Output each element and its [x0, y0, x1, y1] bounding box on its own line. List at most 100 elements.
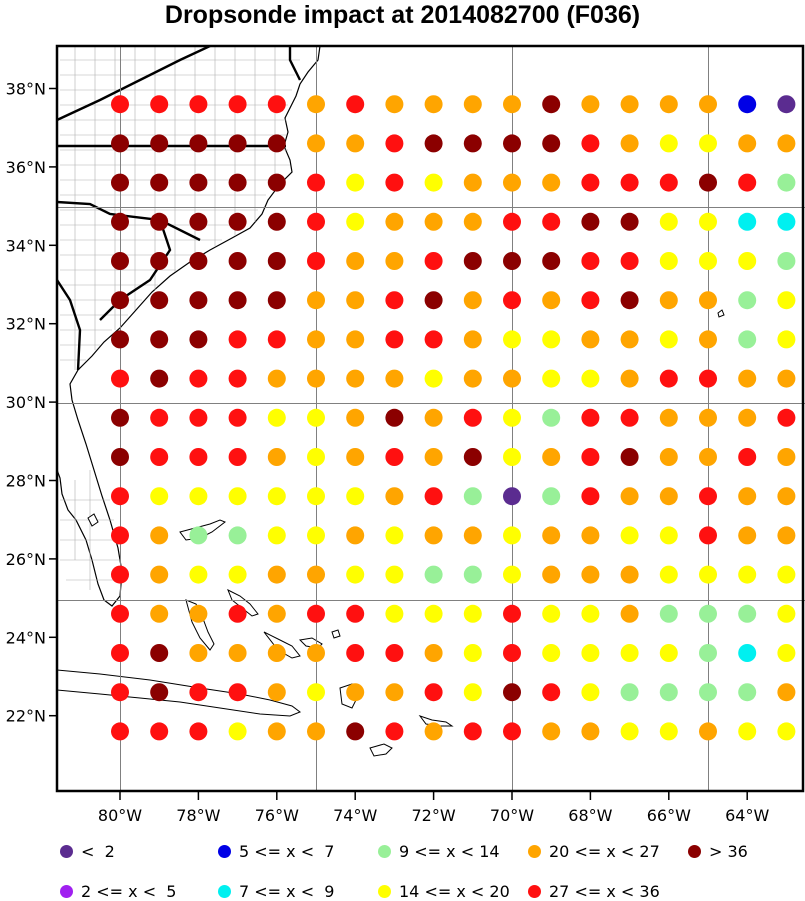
impact-point — [150, 565, 169, 584]
impact-point — [542, 173, 561, 192]
impact-point — [189, 526, 208, 545]
lon-tick-label: 64°W — [725, 806, 769, 825]
impact-point — [267, 212, 286, 231]
impact-point — [738, 487, 757, 506]
impact-point — [424, 526, 443, 545]
legend-label: 20 <= x < 27 — [549, 841, 660, 861]
impact-point — [699, 134, 717, 153]
impact-point — [228, 722, 247, 741]
legend-item: < 2 — [60, 841, 115, 861]
impact-point — [307, 683, 325, 702]
impact-point — [463, 722, 482, 741]
impact-point — [503, 95, 521, 114]
impact-point — [581, 487, 600, 506]
impact-point — [581, 604, 600, 623]
impact-point — [228, 644, 247, 662]
legend-swatch — [60, 884, 73, 898]
impact-point — [189, 291, 208, 310]
impact-point — [150, 644, 169, 662]
impact-point — [699, 173, 717, 192]
impact-point — [463, 644, 482, 662]
legend-label: 5 <= x < 7 — [239, 841, 335, 861]
impact-point — [346, 291, 365, 310]
impact-point — [424, 683, 443, 702]
impact-point — [463, 330, 482, 349]
impact-point — [228, 252, 247, 270]
impact-point — [385, 134, 404, 153]
lon-tick-label: 76°W — [255, 806, 299, 825]
impact-point — [228, 604, 247, 623]
legend-item: 5 <= x < 7 — [218, 841, 334, 861]
impact-point — [503, 134, 521, 153]
impact-point — [424, 487, 443, 506]
impact-point — [581, 369, 600, 388]
impact-point — [659, 448, 678, 466]
impact-point — [307, 330, 325, 349]
impact-point — [699, 95, 717, 114]
impact-point — [738, 212, 757, 231]
impact-point — [620, 369, 639, 388]
impact-point — [346, 448, 365, 466]
impact-point — [189, 565, 208, 584]
lon-tick-label: 70°W — [490, 806, 534, 825]
impact-point — [777, 644, 796, 662]
impact-point — [267, 644, 286, 662]
impact-point — [385, 722, 404, 741]
lon-tick-label: 72°W — [412, 806, 456, 825]
impact-point — [189, 683, 208, 702]
impact-point — [463, 683, 482, 702]
impact-point — [659, 408, 678, 427]
impact-point — [659, 683, 678, 702]
impact-point — [189, 252, 208, 270]
impact-point — [385, 604, 404, 623]
legend-swatch — [378, 844, 391, 858]
state-borders — [57, 46, 302, 371]
impact-point — [738, 134, 757, 153]
impact-point — [659, 291, 678, 310]
impact-point — [542, 526, 561, 545]
legend-item: 27 <= x < 36 — [528, 881, 660, 901]
impact-point — [267, 565, 286, 584]
impact-point — [150, 604, 169, 623]
impact-point — [307, 369, 325, 388]
impact-point — [346, 212, 365, 231]
impact-point — [307, 448, 325, 466]
impact-point — [777, 252, 796, 270]
impact-point — [307, 565, 325, 584]
impact-point — [267, 722, 286, 741]
impact-point — [307, 604, 325, 623]
impact-point — [542, 565, 561, 584]
impact-point — [267, 448, 286, 466]
impact-point — [699, 291, 717, 310]
impact-point — [346, 683, 365, 702]
impact-point — [150, 291, 169, 310]
impact-point — [699, 487, 717, 506]
impact-point — [189, 487, 208, 506]
impact-point — [346, 330, 365, 349]
impact-point — [267, 95, 286, 114]
impact-point — [228, 369, 247, 388]
legend-label: > 36 — [709, 841, 748, 861]
map-frame — [55, 44, 805, 793]
impact-point — [111, 448, 129, 466]
impact-point — [424, 408, 443, 427]
legend-label: 2 <= x < 5 — [81, 881, 177, 901]
impact-point — [111, 252, 129, 270]
impact-point — [346, 369, 365, 388]
legend-swatch — [218, 844, 231, 858]
impact-point — [659, 487, 678, 506]
impact-point — [267, 173, 286, 192]
impact-point — [659, 526, 678, 545]
island-outlines — [57, 309, 725, 757]
impact-point — [620, 134, 639, 153]
legend-item: > 36 — [688, 841, 748, 861]
legend-label: 9 <= x < 14 — [399, 841, 500, 861]
impact-point — [424, 95, 443, 114]
impact-point — [581, 408, 600, 427]
impact-point — [659, 722, 678, 741]
impact-point — [777, 604, 796, 623]
impact-point — [385, 173, 404, 192]
impact-point — [189, 173, 208, 192]
impact-point — [267, 487, 286, 506]
impact-point — [581, 252, 600, 270]
